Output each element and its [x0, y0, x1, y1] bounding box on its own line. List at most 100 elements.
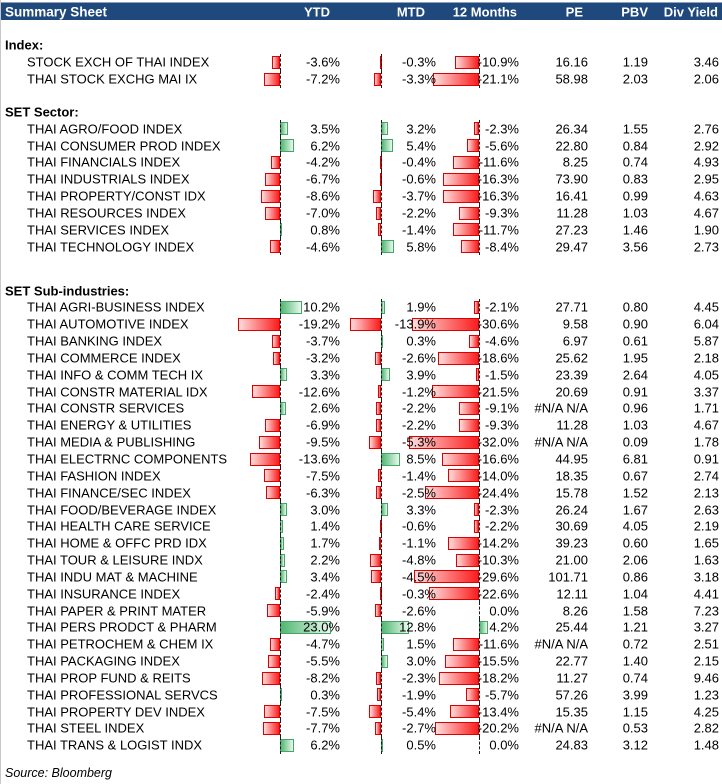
table-row: THAI MEDIA & PUBLISHING -9.5% -5.3% -32.… — [1, 433, 722, 451]
perf-value: -3.7% — [306, 333, 340, 349]
pbv-value: 0.60 — [622, 535, 648, 551]
div-yield-value: 9.46 — [693, 670, 719, 686]
perf-value: -19.2% — [298, 316, 340, 332]
pe-value: 39.23 — [555, 535, 588, 551]
table-row: THAI RESOURCES INDEX -7.0% -2.2% -9.3% 1… — [1, 204, 722, 222]
perf-value: 1.5% — [406, 636, 436, 652]
div-yield-value: 4.67 — [693, 205, 719, 221]
table-row: THAI AUTOMOTIVE INDEX -19.2% -13.9% -30.… — [1, 315, 722, 333]
pe-value: 22.80 — [555, 138, 588, 154]
zero-axis-line — [479, 366, 480, 384]
zero-axis-line — [381, 315, 382, 333]
perf-value: -20.2% — [477, 720, 519, 736]
div-yield-value: 3.18 — [693, 569, 719, 585]
row-name: THAI ENERGY & UTILITIES — [27, 417, 192, 433]
pbv-value: 0.86 — [622, 569, 648, 585]
perf-bar — [376, 402, 381, 416]
perf-bar — [272, 55, 280, 69]
row-name: THAI FOOD/BEVERAGE INDEX — [27, 502, 217, 518]
div-yield-value: 3.37 — [693, 384, 719, 400]
perf-bar — [376, 206, 381, 220]
perf-bar — [259, 435, 280, 449]
pbv-value: 1.19 — [622, 54, 648, 70]
pbv-value: 2.03 — [622, 71, 648, 87]
perf-value: -12.6% — [298, 384, 340, 400]
perf-value: -2.4% — [306, 586, 340, 602]
pe-value: #N/A N/A — [534, 400, 588, 416]
zero-axis-line — [381, 137, 382, 155]
row-name: THAI MEDIA & PUBLISHING — [27, 434, 196, 450]
perf-value: 5.8% — [406, 239, 436, 255]
row-name: THAI FINANCE/SEC INDEX — [27, 485, 191, 501]
perf-bar — [265, 172, 280, 186]
perf-bar — [372, 189, 381, 203]
table-row: THAI CONSUMER PROD INDEX 6.2% 5.4% -5.6%… — [1, 137, 722, 155]
zero-axis-line — [381, 433, 382, 451]
perf-bar — [237, 317, 280, 331]
zero-axis-line — [381, 120, 382, 138]
perf-bar — [455, 55, 479, 69]
zero-axis-line — [381, 517, 382, 535]
zero-axis-line — [280, 652, 281, 670]
perf-bar — [458, 402, 479, 416]
perf-value: -13.4% — [477, 704, 519, 720]
perf-value: -4.2% — [306, 154, 340, 170]
zero-axis-line — [381, 568, 382, 586]
pe-value: 11.27 — [556, 670, 588, 686]
div-yield-value: 2.82 — [693, 720, 719, 736]
perf-bar — [474, 300, 479, 314]
table-row: THAI BANKING INDEX -3.7% 0.3% -4.6% 6.97… — [1, 332, 722, 350]
perf-bar — [475, 368, 479, 382]
perf-bar — [274, 587, 280, 601]
table-row: THAI TOUR & LEISURE INDX 2.2% -4.8% -10.… — [1, 551, 722, 569]
perf-bar — [432, 72, 479, 86]
zero-axis-line — [479, 221, 480, 239]
row-name: THAI PROPERTY DEV INDEX — [27, 704, 205, 720]
zero-axis-line — [479, 433, 480, 451]
perf-value: -1.2% — [402, 384, 436, 400]
perf-value: -4.8% — [402, 552, 436, 568]
perf-value: -30.6% — [477, 316, 519, 332]
perf-bar — [438, 671, 479, 685]
table-row: THAI TECHNOLOGY INDEX -4.6% 5.8% -8.4% 2… — [1, 238, 722, 256]
perf-value: -2.3% — [402, 670, 436, 686]
column-header-pe: PE — [565, 4, 583, 19]
zero-axis-line — [381, 349, 382, 367]
pe-value: 16.16 — [555, 54, 588, 70]
table-row: THAI COMMERCE INDEX -3.2% -2.6% -18.6% 2… — [1, 349, 722, 367]
row-name: STOCK EXCH OF THAI INDEX — [27, 54, 210, 70]
zero-axis-line — [381, 619, 382, 636]
table-row: THAI FINANCE/SEC INDEX -6.3% -2.5% -24.4… — [1, 484, 722, 502]
perf-value: -21.5% — [477, 384, 519, 400]
zero-axis-line — [479, 585, 480, 603]
pbv-value: 1.52 — [622, 485, 648, 501]
perf-value: -9.1% — [485, 400, 519, 416]
perf-value: -3.6% — [306, 54, 340, 70]
table-row: THAI PACKAGING INDEX -5.5% 3.0% -15.5% 2… — [1, 652, 722, 670]
pe-value: 12.11 — [556, 586, 588, 602]
zero-axis-line — [479, 170, 480, 188]
pe-value: 44.95 — [555, 451, 588, 467]
zero-axis-line — [479, 484, 480, 502]
perf-value: -32.0% — [477, 434, 519, 450]
div-yield-value: 1.78 — [693, 434, 719, 450]
pbv-value: 0.74 — [622, 670, 648, 686]
div-yield-value: 2.63 — [693, 502, 719, 518]
perf-value: -2.7% — [402, 720, 436, 736]
pe-value: 29.47 — [555, 239, 588, 255]
perf-value: 0.0% — [489, 603, 519, 619]
pe-value: 26.34 — [555, 121, 588, 137]
pe-value: #N/A N/A — [534, 434, 588, 450]
perf-value: 8.5% — [406, 451, 436, 467]
div-yield-value: 4.67 — [693, 417, 719, 433]
perf-value: -3.3% — [402, 71, 436, 87]
pe-value: 26.24 — [555, 502, 588, 518]
pbv-value: 1.58 — [622, 603, 648, 619]
perf-bar — [453, 156, 479, 170]
row-name: THAI HOME & OFFC PRD IDX — [27, 535, 207, 551]
perf-bar — [377, 223, 381, 237]
perf-bar — [431, 385, 479, 399]
perf-value: -7.5% — [306, 704, 340, 720]
perf-value: -24.4% — [477, 485, 519, 501]
perf-bar — [378, 385, 381, 399]
